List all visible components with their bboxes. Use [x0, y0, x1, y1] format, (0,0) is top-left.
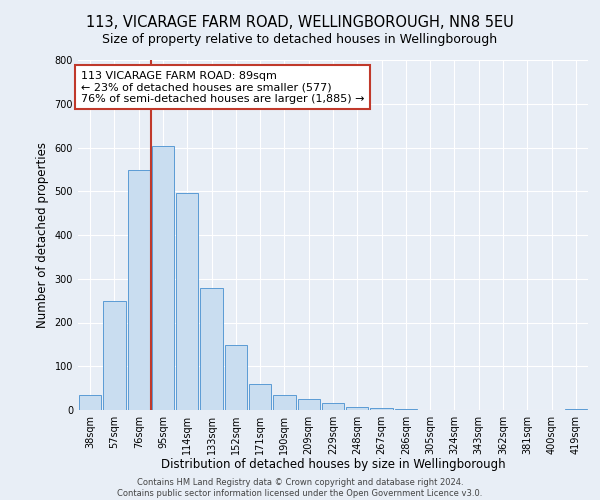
Bar	[249, 384, 271, 410]
Bar	[79, 394, 101, 410]
Bar	[128, 170, 150, 410]
Bar	[565, 409, 587, 410]
Bar	[322, 404, 344, 410]
Bar	[224, 345, 247, 410]
Bar	[152, 146, 174, 410]
Text: 113 VICARAGE FARM ROAD: 89sqm
← 23% of detached houses are smaller (577)
76% of : 113 VICARAGE FARM ROAD: 89sqm ← 23% of d…	[80, 70, 364, 104]
Bar	[176, 194, 199, 410]
Text: Contains HM Land Registry data © Crown copyright and database right 2024.
Contai: Contains HM Land Registry data © Crown c…	[118, 478, 482, 498]
Bar	[273, 394, 296, 410]
Y-axis label: Number of detached properties: Number of detached properties	[36, 142, 49, 328]
Bar	[200, 288, 223, 410]
X-axis label: Distribution of detached houses by size in Wellingborough: Distribution of detached houses by size …	[161, 458, 505, 471]
Text: Size of property relative to detached houses in Wellingborough: Size of property relative to detached ho…	[103, 32, 497, 46]
Bar	[395, 409, 417, 410]
Bar	[346, 406, 368, 410]
Bar	[103, 300, 125, 410]
Bar	[298, 399, 320, 410]
Bar	[370, 408, 393, 410]
Text: 113, VICARAGE FARM ROAD, WELLINGBOROUGH, NN8 5EU: 113, VICARAGE FARM ROAD, WELLINGBOROUGH,…	[86, 15, 514, 30]
